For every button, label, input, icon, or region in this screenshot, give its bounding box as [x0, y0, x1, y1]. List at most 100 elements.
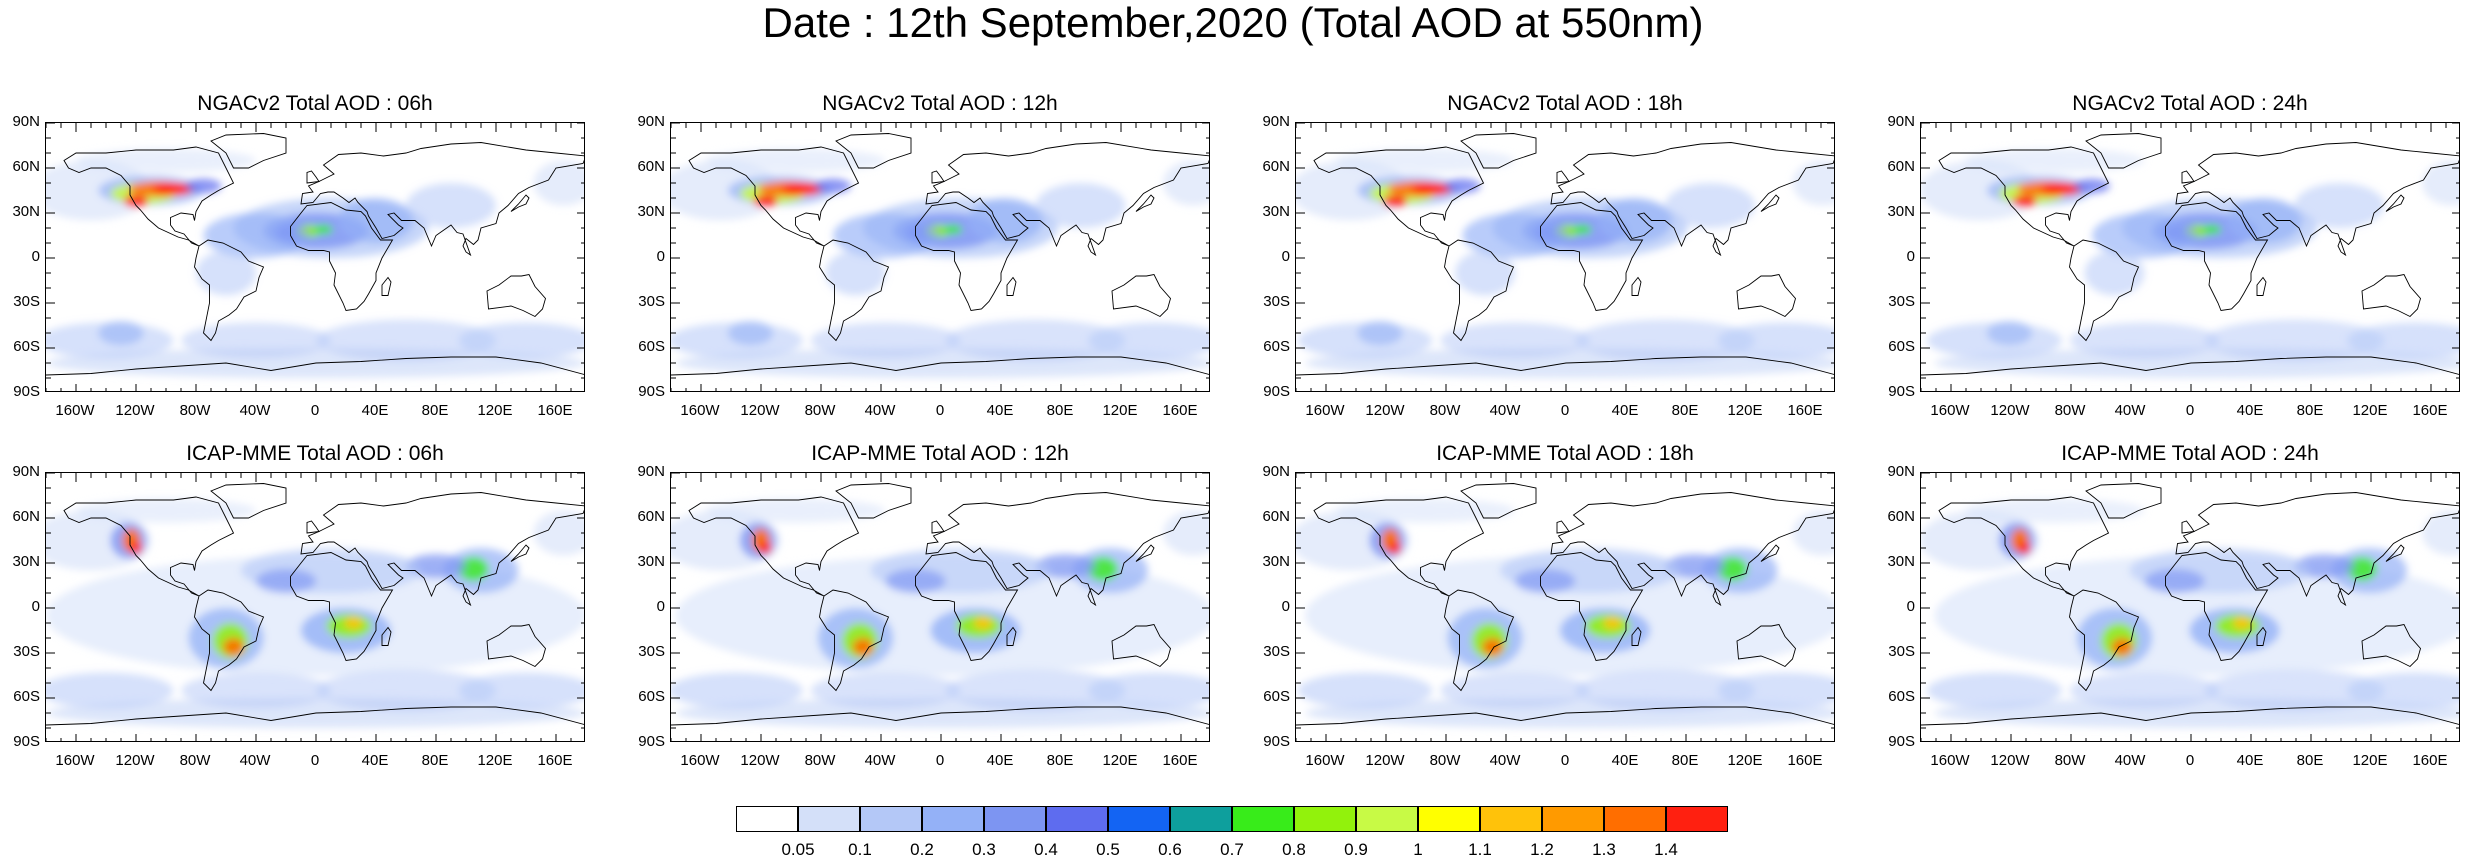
colorbar-label: 1.1 — [1468, 840, 1492, 859]
southAmerica-coastline — [194, 239, 265, 342]
antarctica-coastline — [46, 356, 584, 376]
lon-tick-label: 40E — [1611, 752, 1639, 769]
colorbar-label: 0.7 — [1220, 840, 1244, 859]
southAmerica-coastline — [2069, 589, 2140, 692]
colorbar-label: 0.05 — [781, 840, 815, 859]
map-panel: ICAP-MME Total AOD : 06h 90N 60N 30N 0 30S 60S… — [0, 442, 585, 782]
lat-tick-label: 90N — [637, 463, 665, 480]
lat-tick-label: 90S — [638, 733, 665, 750]
australia-coastline — [1111, 623, 1171, 668]
madagascar-coastline — [1006, 276, 1017, 296]
lat-tick-label: 30N — [637, 203, 665, 220]
southAmerica-coastline — [819, 589, 890, 692]
lat-tick-label: 90N — [12, 113, 40, 130]
map-panel: ICAP-MME Total AOD : 24h 90N 60N 30N 0 30S 60S… — [1875, 442, 2460, 782]
world-map — [671, 473, 1209, 741]
madagascar-coastline — [381, 276, 392, 296]
world-map — [1921, 123, 2459, 391]
coastlines — [671, 483, 1209, 726]
lon-tick-label: 160E — [1162, 752, 1198, 769]
greenland-coastline — [210, 483, 287, 519]
panel-title: NGACv2 Total AOD : 06h — [197, 92, 433, 115]
colorbar-swatch — [922, 806, 984, 832]
colorbar-swatch — [1604, 806, 1666, 832]
lon-tick-label: 120E — [2352, 402, 2388, 419]
colorbar-label: 1.3 — [1592, 840, 1616, 859]
lon-tick-label: 160W — [1305, 402, 1345, 419]
australia-coastline — [2361, 623, 2421, 668]
lat-tick-label: 90S — [638, 383, 665, 400]
map-frame — [670, 472, 1210, 742]
map-panel: ICAP-MME Total AOD : 12h 90N 60N 30N 0 30S 60S… — [625, 442, 1210, 782]
lon-tick-label: 120E — [1102, 752, 1138, 769]
lon-tick-label: 120E — [1727, 752, 1763, 769]
lon-tick-label: 80W — [1429, 752, 1461, 769]
lat-tick-label: 30N — [12, 553, 40, 570]
aod-field — [671, 148, 1209, 378]
map-frame — [1295, 472, 1835, 742]
lon-tick-label: 80W — [2054, 752, 2086, 769]
lat-tick-label: 30S — [638, 643, 665, 660]
lat-tick-label: 90S — [13, 383, 40, 400]
lat-tick-label: 60S — [1263, 688, 1290, 705]
eurasia-coastline — [2175, 492, 2459, 607]
lon-tick-label: 40W — [864, 752, 896, 769]
lon-tick-label: 80E — [1046, 402, 1074, 419]
greenland-coastline — [1460, 133, 1537, 169]
lon-tick-label: 0 — [2185, 752, 2195, 769]
coastlines — [1921, 483, 2459, 726]
antarctica-coastline — [1921, 356, 2459, 376]
greenland-coastline — [835, 483, 912, 519]
map-frame — [1920, 122, 2460, 392]
uk-coastline — [931, 170, 945, 184]
lon-tick-label: 120E — [2352, 752, 2388, 769]
lon-tick-label: 40W — [239, 752, 271, 769]
panel-title: ICAP-MME Total AOD : 24h — [2061, 442, 2319, 465]
japan-coastline — [510, 194, 530, 212]
world-map — [46, 473, 584, 741]
australia-coastline — [2361, 273, 2421, 318]
lon-tick-label: 120E — [477, 752, 513, 769]
lat-tick-label: 0 — [31, 598, 40, 615]
uk-coastline — [931, 520, 945, 534]
africa-coastline — [915, 552, 1019, 661]
coastlines — [1296, 483, 1834, 726]
colorbar-swatch — [1418, 806, 1480, 832]
lat-tick-label: 60S — [638, 688, 665, 705]
panel-title: NGACv2 Total AOD : 12h — [822, 92, 1058, 115]
aod-field — [1921, 148, 2459, 378]
map-frame — [45, 472, 585, 742]
northAmerica-coastline — [688, 496, 860, 597]
coastlines — [1296, 133, 1834, 376]
world-map — [1296, 473, 1834, 741]
coastlines — [671, 133, 1209, 376]
main-title: Date : 12th September,2020 (Total AOD at… — [762, 0, 1704, 46]
australia-coastline — [1736, 273, 1796, 318]
lon-tick-label: 80E — [2296, 402, 2324, 419]
madagascar-coastline — [2256, 276, 2267, 296]
lon-tick-label: 120W — [1990, 752, 2030, 769]
lat-tick-label: 60S — [638, 338, 665, 355]
lat-tick-label: 30N — [1887, 553, 1915, 570]
colorbar-label: 1.2 — [1530, 840, 1554, 859]
eurasia-coastline — [300, 142, 584, 257]
lon-tick-label: 160E — [1787, 752, 1823, 769]
lon-tick-label: 80W — [179, 402, 211, 419]
lon-tick-label: 0 — [1560, 752, 1570, 769]
madagascar-coastline — [1631, 276, 1642, 296]
lat-tick-label: 90N — [1887, 463, 1915, 480]
japan-coastline — [2385, 194, 2405, 212]
eurasia-coastline — [925, 492, 1209, 607]
africa-coastline — [915, 202, 1019, 311]
colorbar-swatch — [1480, 806, 1542, 832]
eurasia-coastline — [300, 492, 584, 607]
map-frame — [45, 122, 585, 392]
lon-tick-label: 120E — [477, 402, 513, 419]
colorbar-label: 0.4 — [1034, 840, 1058, 859]
lon-tick-label: 80W — [1429, 402, 1461, 419]
lat-tick-label: 30N — [12, 203, 40, 220]
aod-field — [46, 498, 584, 728]
colorbar-swatch — [860, 806, 922, 832]
lon-tick-label: 120W — [1365, 402, 1405, 419]
lon-tick-label: 80E — [421, 752, 449, 769]
